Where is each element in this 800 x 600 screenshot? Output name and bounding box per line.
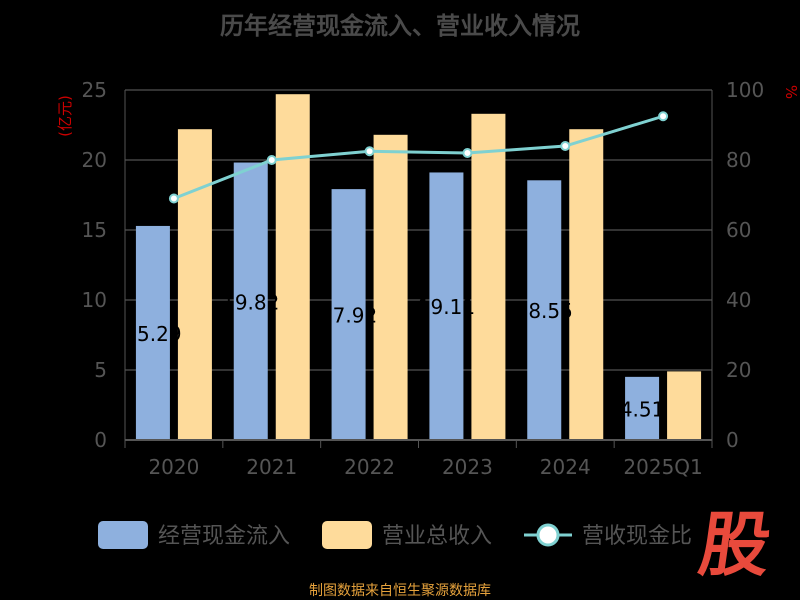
cash-inflow-bar <box>233 162 268 440</box>
ratio-point <box>364 146 375 157</box>
ratio-point <box>560 141 571 151</box>
x-tick-label: 2022 <box>344 455 395 479</box>
revenue-bar <box>177 129 212 440</box>
revenue-bar <box>471 113 506 441</box>
cash-inflow-data-label: 19.82 <box>222 290 279 314</box>
ratio-point <box>658 111 669 122</box>
cash-inflow-data-label: 17.92 <box>320 304 377 328</box>
axes: 0 5 10 15 20 25 0 20 40 60 80 100 (亿元)% 2020 2021 2022 2… <box>56 78 800 479</box>
y-right-tick-label: 60 <box>726 218 751 242</box>
cash-inflow-bar <box>135 225 170 440</box>
ratio-point <box>462 148 473 158</box>
y-left-tick-label: 10 <box>82 288 107 312</box>
ratio-line-group <box>168 111 669 204</box>
revenue-bar <box>275 94 310 440</box>
cash-inflow-data-label: 15.29 <box>124 322 181 346</box>
x-tick-label: 2024 <box>540 455 591 479</box>
ratio-line <box>173 114 664 200</box>
legend: 经营现金流入 营业总收入 营收现金比 <box>98 521 692 549</box>
cash-inflow-bar <box>625 376 660 440</box>
y-right-axis-label: % <box>782 85 800 99</box>
revenue-bar <box>667 371 702 440</box>
cash-inflow-data-label: 19.11 <box>418 295 475 319</box>
grid-lines <box>125 89 712 371</box>
y-left-axis-label: (亿元) <box>56 95 74 137</box>
legend-label-revenue: 营业总收入 <box>382 524 492 549</box>
legend-label-cash: 经营现金流入 <box>158 524 290 549</box>
source-footer: 制图数据来自恒生聚源数据库 <box>309 583 491 599</box>
ratio-point <box>168 193 179 204</box>
cash-inflow-data-label: 4.51 <box>620 397 665 421</box>
x-tick-label: 2023 <box>442 455 493 479</box>
revenue-bar <box>569 129 604 440</box>
y-right-tick-label: 0 <box>726 428 739 452</box>
cash-inflow-bar <box>331 189 366 440</box>
y-left-tick-label: 0 <box>94 428 107 452</box>
x-tick-label: 2021 <box>246 455 297 479</box>
y-left-tick-label: 25 <box>82 78 107 102</box>
x-tick-label: 2025Q1 <box>623 455 702 479</box>
legend-swatch-revenue <box>322 521 372 549</box>
data-labels: 15.29 19.82 17.92 19.11 18.55 4.51 <box>124 290 664 421</box>
legend-swatch-ratio-marker <box>536 523 560 547</box>
cash-inflow-data-label: 18.55 <box>516 299 573 323</box>
y-left-tick-label: 15 <box>82 218 107 242</box>
bar-group <box>135 94 702 441</box>
y-right-tick-label: 80 <box>726 148 751 172</box>
y-left-tick-label: 5 <box>94 358 107 382</box>
ratio-point <box>266 155 277 165</box>
revenue-bar <box>373 134 408 441</box>
y-right-tick-label: 100 <box>726 78 764 102</box>
brand-logo: 股 <box>694 504 776 586</box>
x-tick-label: 2020 <box>148 455 199 479</box>
y-right-tick-label: 40 <box>726 288 751 312</box>
cash-inflow-bar <box>429 172 464 440</box>
y-right-tick-label: 20 <box>726 358 751 382</box>
legend-label-ratio: 营收现金比 <box>582 524 692 549</box>
cash-inflow-bar <box>527 180 562 441</box>
legend-swatch-cash <box>98 521 148 549</box>
y-left-tick-label: 20 <box>82 148 107 172</box>
chart-title: 历年经营现金流入、营业收入情况 <box>220 12 580 40</box>
